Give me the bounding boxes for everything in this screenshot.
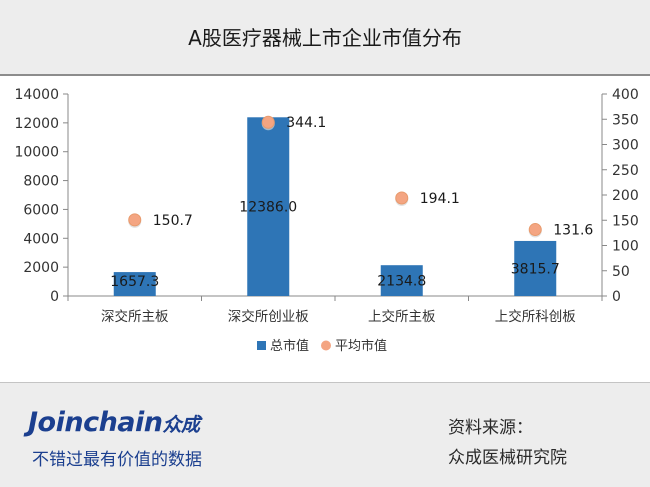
y-right-tick-label: 250 (612, 163, 639, 179)
title-band: A股医疗器械上市企业市值分布 (0, 0, 650, 76)
y-left-tick-label: 0 (50, 289, 59, 305)
legend-label-point: 平均市值 (335, 338, 387, 354)
legend-layer: 总市值 平均市值 (257, 338, 387, 354)
brand-latin: Joinchain (28, 407, 163, 438)
bar (113, 272, 156, 296)
combo-chart: 0 2000 4000 6000 8000 10000 12000 14000 0 50 100 15… (14, 87, 638, 354)
point (128, 213, 142, 227)
y-right-tick-label: 400 (612, 87, 639, 103)
x-tick-label: 上交所科创板 (495, 308, 576, 325)
label-layer: 1657.3 150.7 12386.0 344.1 2134.8 194.1 3815.7… (110, 115, 593, 290)
y-right-tick-label: 300 (612, 138, 639, 154)
point-layer (128, 115, 542, 238)
point (395, 191, 409, 205)
bar-data-label: 1657.3 (110, 274, 159, 290)
legend-label-bar: 总市值 (270, 338, 309, 354)
legend-swatch-bar (257, 341, 266, 350)
slogan: 不错过最有价值的数据 (32, 450, 202, 470)
point-data-label: 150.7 (153, 213, 193, 229)
y-left-tick-label: 6000 (23, 202, 59, 218)
bar-data-label: 3815.7 (511, 261, 560, 277)
bar-data-label: 2134.8 (377, 274, 426, 290)
y-right-tick-label: 150 (612, 213, 639, 229)
y-left-tick-label: 14000 (14, 87, 59, 103)
point (261, 115, 275, 129)
y-left-tick-label: 12000 (14, 116, 59, 132)
y-right-tick-label: 0 (612, 289, 621, 305)
x-tick-label: 深交所创业板 (228, 308, 309, 325)
brand-logo: Joinchain众成 (28, 407, 200, 438)
y-right-tick-label: 200 (612, 188, 639, 204)
point-data-label: 131.6 (553, 223, 593, 239)
bar (514, 240, 557, 296)
bar-data-label: 12386.0 (239, 200, 297, 216)
point-data-label: 194.1 (420, 191, 460, 207)
y-left-tick-label: 4000 (23, 231, 59, 247)
source-label: 资料来源： (448, 418, 533, 438)
y-left-tick-label: 2000 (23, 260, 59, 276)
point (528, 223, 542, 237)
point-data-label: 344.1 (286, 115, 326, 131)
legend-swatch-point (321, 340, 331, 351)
footer-band: Joinchain众成 不错过最有价值的数据 资料来源： 众成医械研究院 (0, 382, 650, 487)
axis-layer: 0 2000 4000 6000 8000 10000 12000 14000 0 50 100 15… (14, 87, 638, 325)
bar (380, 265, 423, 296)
y-right-tick-label: 350 (612, 112, 639, 128)
y-left-tick-label: 10000 (14, 145, 59, 161)
x-tick-label: 深交所主板 (101, 308, 169, 325)
y-left-tick-label: 8000 (23, 174, 59, 190)
chart-area: 0 2000 4000 6000 8000 10000 12000 14000 0 50 100 15… (0, 76, 650, 382)
source-value: 众成医械研究院 (448, 448, 567, 468)
bar (247, 117, 290, 296)
bar-layer (113, 117, 557, 296)
chart-title: A股医疗器械上市企业市值分布 (188, 26, 462, 50)
x-tick-label: 上交所主板 (368, 308, 436, 325)
y-right-tick-label: 50 (612, 264, 630, 280)
brand-cn: 众成 (162, 414, 201, 436)
y-right-tick-label: 100 (612, 239, 639, 255)
